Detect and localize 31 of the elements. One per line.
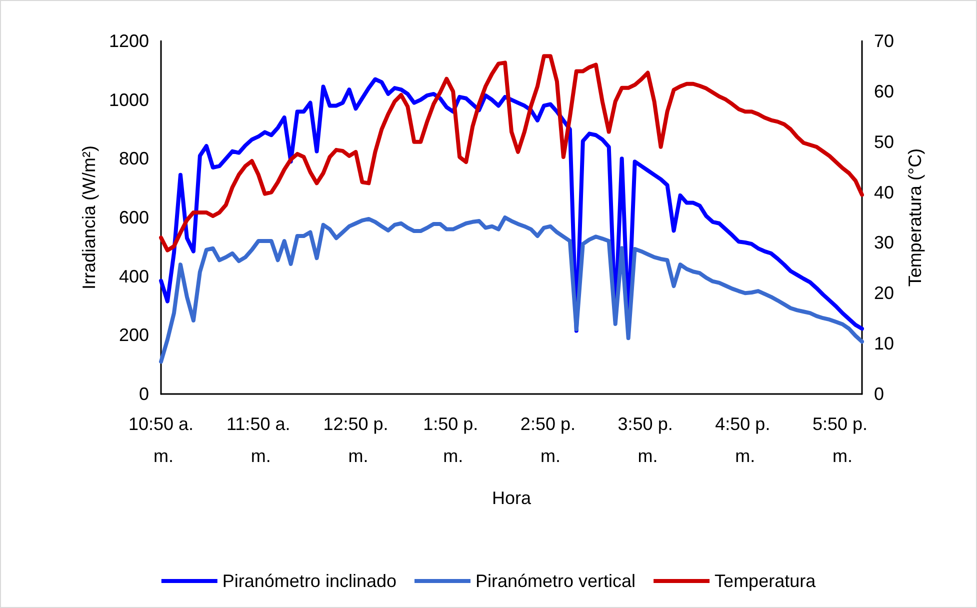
y2-tick-label: 10: [874, 334, 894, 354]
y-tick-label: 0: [138, 384, 149, 404]
x-tick-label: 12:50 p. m.: [323, 414, 388, 466]
y-tick-label: 400: [118, 266, 149, 286]
y2-tick-label: 60: [874, 81, 894, 102]
y2-tick-label: 70: [874, 31, 894, 51]
legend-label: Temperatura: [714, 571, 817, 591]
y-tick-label: 200: [118, 325, 149, 346]
x-tick-label: 1:50 p. m.: [423, 414, 484, 466]
y2-axis-title: Temperatura (°C): [905, 148, 925, 287]
x-tick-label: 10:50 a. m.: [128, 414, 194, 466]
x-tick-label: 3:50 p. m.: [618, 414, 678, 466]
x-axis-title: Hora: [492, 488, 532, 508]
legend-label: Piranómetro vertical: [475, 571, 636, 591]
y2-tick-label: 0: [874, 384, 884, 404]
y2-tick-label: 30: [874, 232, 894, 253]
y-tick-label: 1000: [108, 90, 149, 110]
y2-tick-label: 50: [874, 132, 894, 152]
x-tick-label: 5:50 p. m.: [812, 414, 873, 466]
line-series: [159, 216, 864, 364]
y-axis-title: Irradiancia (W/m²): [79, 145, 100, 290]
x-tick-label: 2:50 p. m.: [520, 414, 580, 466]
y-tick-label: 600: [118, 208, 149, 228]
y-tick-label: 1200: [108, 31, 149, 51]
x-tick-label: 11:50 a. m.: [226, 414, 290, 466]
line-series: [159, 54, 864, 252]
legend-label: Piranómetro inclinado: [222, 571, 396, 591]
y2-tick-label: 20: [874, 283, 894, 304]
y-tick-label: 800: [118, 148, 149, 169]
y2-tick-label: 40: [874, 182, 894, 202]
x-tick-label: 4:50 p. m.: [715, 414, 776, 466]
